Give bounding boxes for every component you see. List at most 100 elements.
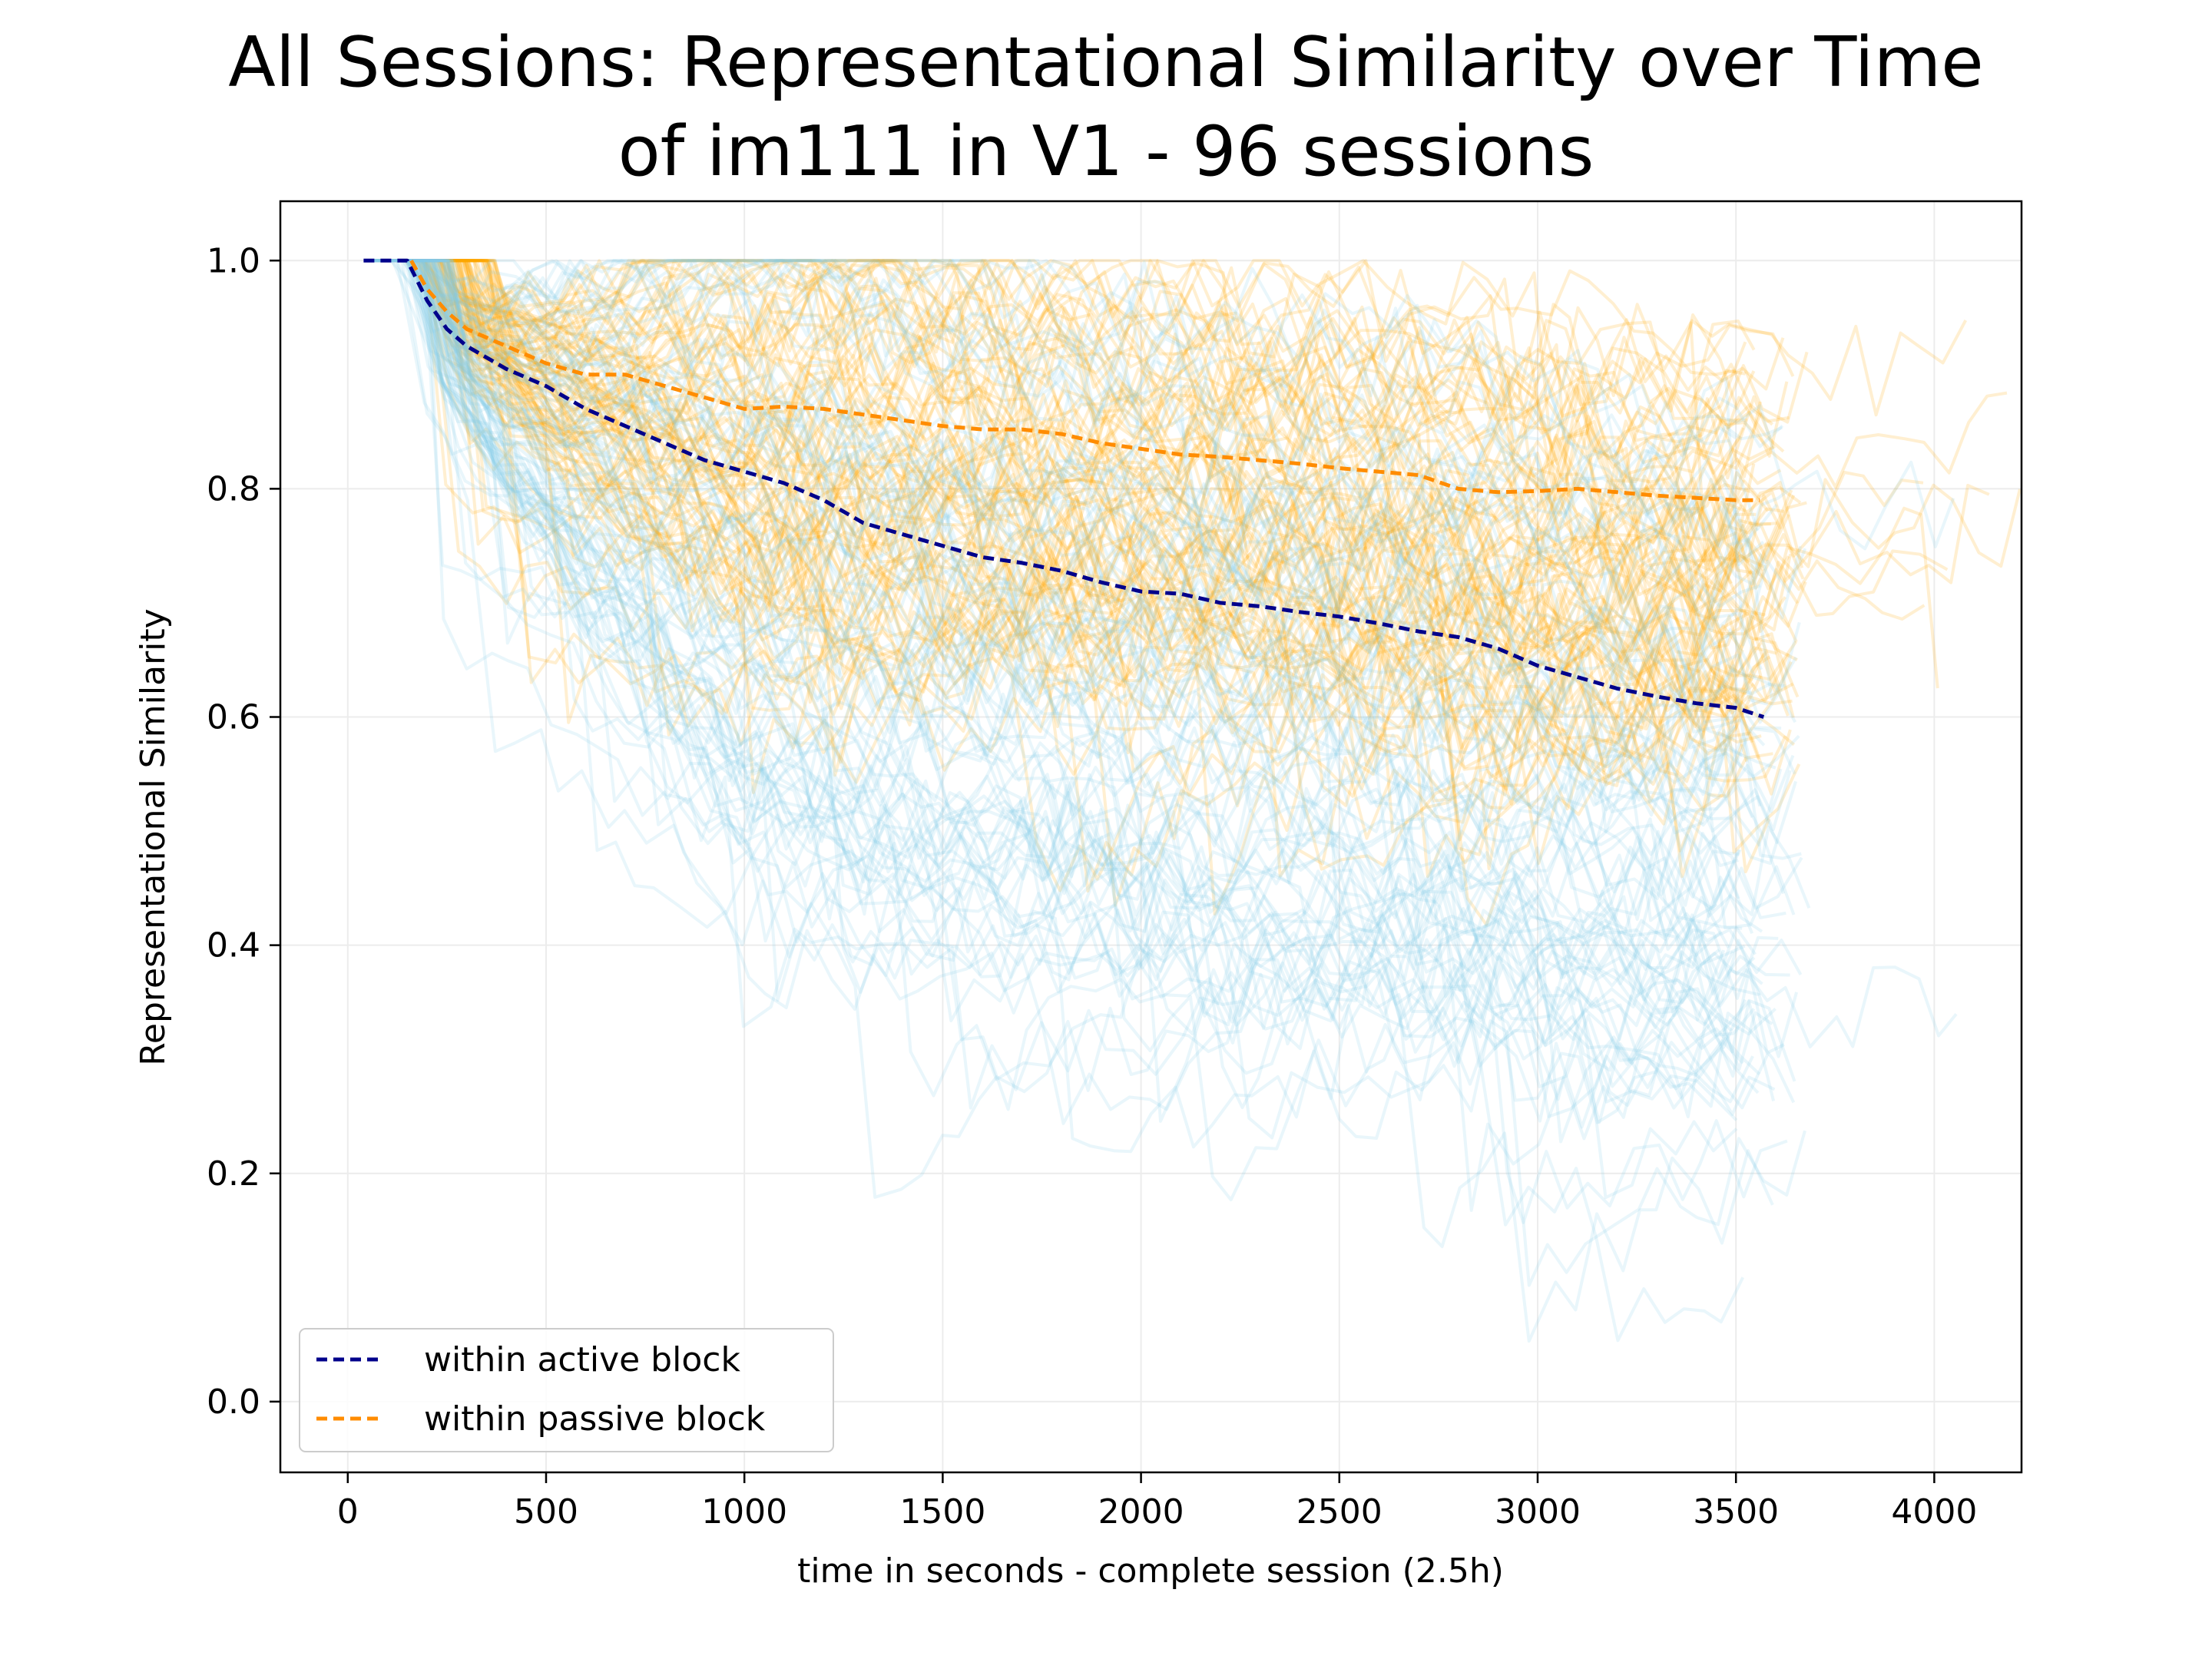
session-trace <box>374 259 1757 979</box>
session-trace <box>370 259 1763 1013</box>
session-trace <box>408 259 1766 638</box>
legend-box <box>299 1328 834 1452</box>
session-trace <box>396 259 1768 712</box>
session-trace <box>390 259 1803 982</box>
series-line-active <box>363 258 1765 719</box>
session-trace <box>398 259 1939 842</box>
session-trace <box>397 259 1738 1200</box>
session-trace <box>396 259 1739 907</box>
session-trace <box>448 259 1745 555</box>
x-tick-label: 500 <box>514 1492 578 1532</box>
session-trace <box>401 259 1799 1058</box>
session-trace <box>402 259 1735 1010</box>
session-trace <box>366 259 1773 640</box>
session-trace <box>369 259 1761 1075</box>
session-trace <box>383 259 1747 1212</box>
legend-label-passive: within passive block <box>424 1399 766 1439</box>
session-trace <box>419 259 1809 440</box>
session-trace <box>405 259 1796 1108</box>
session-trace <box>437 259 1762 812</box>
session-trace <box>446 259 1736 685</box>
session-trace <box>375 259 1777 689</box>
session-trace <box>404 259 1771 601</box>
session-trace <box>403 259 1718 951</box>
session-trace <box>383 259 1748 569</box>
session-trace <box>450 259 1796 926</box>
session-trace <box>410 259 1798 713</box>
session-trace <box>367 259 1778 548</box>
grid-layer <box>280 201 2022 1472</box>
plot-area <box>279 200 2023 1474</box>
session-trace <box>447 259 1721 594</box>
session-trace <box>423 259 1742 502</box>
session-trace <box>395 259 1790 566</box>
session-trace <box>379 259 1773 1118</box>
session-trace <box>380 259 1786 704</box>
session-trace <box>433 259 1990 654</box>
session-trace <box>392 259 1795 827</box>
session-trace <box>437 259 1800 779</box>
session-trace <box>388 259 1754 739</box>
session-trace <box>445 259 1757 595</box>
session-trace <box>402 259 1744 1140</box>
session-trace <box>400 259 1766 856</box>
session-trace <box>435 259 1795 833</box>
legend: within active block within passive block <box>299 1328 834 1452</box>
session-trace <box>409 259 1790 996</box>
session-trace <box>373 259 1730 555</box>
x-tick-label: 3000 <box>1495 1492 1581 1532</box>
session-trace <box>380 259 1720 1125</box>
x-tick-label: 1000 <box>701 1492 787 1532</box>
y-tick-label: 1.0 <box>207 241 260 280</box>
chart-title-line-2: of im111 in V1 - 96 sessions <box>618 111 1594 192</box>
session-trace <box>382 259 1759 550</box>
session-trace <box>375 259 1785 400</box>
x-tick-label: 3500 <box>1693 1492 1779 1532</box>
session-trace <box>425 259 1949 702</box>
session-trace <box>442 259 1770 668</box>
session-trace <box>382 259 1777 831</box>
session-trace <box>367 259 1782 750</box>
session-trace <box>397 259 1924 694</box>
session-trace <box>416 259 1760 760</box>
session-trace <box>411 259 1801 871</box>
session-trace <box>372 259 1770 1199</box>
session-trace <box>382 259 1736 741</box>
session-trace <box>432 259 1771 892</box>
y-tick-label: 0.4 <box>207 926 260 965</box>
session-trace <box>398 259 1745 568</box>
session-trace <box>445 259 1773 439</box>
session-trace <box>416 259 1793 575</box>
session-trace <box>411 259 1777 1111</box>
session-trace <box>376 259 1776 1116</box>
session-trace <box>371 259 1754 819</box>
y-tick-label: 0.2 <box>207 1154 260 1194</box>
session-trace <box>390 259 1771 873</box>
session-trace <box>365 259 1761 608</box>
session-trace <box>412 259 1777 703</box>
session-trace <box>370 259 1754 1110</box>
session-trace <box>439 259 1782 488</box>
session-trace <box>405 259 1733 1144</box>
session-trace <box>372 259 1958 1202</box>
session-trace <box>381 259 1968 551</box>
session-trace <box>366 259 1754 956</box>
session-trace <box>429 259 1802 612</box>
session-trace <box>379 259 1796 1098</box>
session-trace <box>399 259 1765 683</box>
session-trace <box>385 259 1744 777</box>
session-trace <box>385 259 1750 657</box>
session-trace <box>385 259 1786 895</box>
session-trace <box>379 259 1793 767</box>
session-trace <box>447 259 1762 878</box>
session-trace <box>367 259 1736 787</box>
y-tick-label: 0.6 <box>207 698 260 737</box>
session-trace <box>374 259 1726 1022</box>
session-trace <box>398 259 1807 647</box>
x-tick-label: 4000 <box>1891 1492 1977 1532</box>
x-axis: 0 500 1000 1500 2000 2500 3000 3500 4000 <box>337 1472 1977 1532</box>
session-trace <box>382 259 1787 783</box>
y-axis-label: Representational Similarity <box>134 608 173 1065</box>
session-trace <box>378 259 1733 767</box>
session-trace <box>423 259 1746 499</box>
